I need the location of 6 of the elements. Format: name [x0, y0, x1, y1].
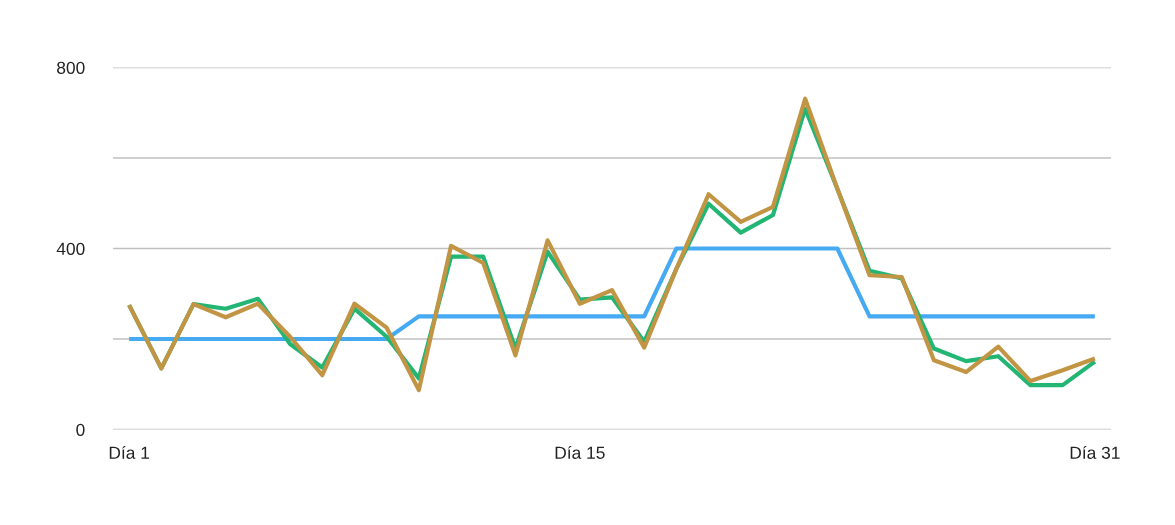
y-tick-label: 800 [57, 61, 85, 74]
x-tick-label: Día 31 [1070, 445, 1120, 459]
y-tick-label: 0 [76, 423, 85, 436]
x-tick-label: Día 15 [555, 445, 605, 459]
x-tick-label: Día 1 [109, 445, 150, 459]
y-tick-label: 400 [56, 242, 85, 255]
